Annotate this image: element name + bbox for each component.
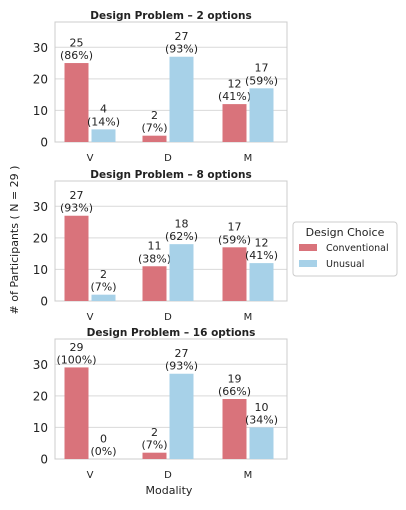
bar-data-label: 12 (41%) (245, 236, 278, 262)
y-tick-label: 10 (33, 421, 48, 435)
bar-data-label: 11 (38%) (138, 240, 171, 266)
legend-title: Design Choice (306, 226, 385, 239)
panel-title: Design Problem – 2 options (90, 10, 251, 22)
bar-data-label: 17 (59%) (218, 221, 251, 247)
y-tick-label: 10 (33, 263, 48, 277)
bar-conventional-m (222, 399, 247, 459)
bar-conventional-m (222, 104, 247, 142)
y-tick-label: 30 (33, 200, 48, 214)
bar-unusual-d (169, 56, 194, 142)
x-tick-label: D (164, 312, 172, 323)
panel-title: Design Problem – 16 options (87, 327, 256, 339)
bar-unusual-m (249, 88, 274, 142)
x-tick-label: V (87, 153, 94, 164)
x-tick-label: D (164, 153, 172, 164)
y-tick-label: 20 (33, 231, 48, 245)
bar-data-label: 4 (14%) (87, 103, 120, 129)
y-tick-label: 30 (33, 358, 48, 372)
x-tick-label: D (164, 470, 172, 481)
y-tick-label: 20 (33, 72, 48, 86)
y-tick-label: 0 (40, 453, 48, 467)
bar-data-label: 18 (62%) (165, 218, 198, 244)
bar-data-label: 25 (86%) (60, 36, 93, 62)
bar-unusual-m (249, 427, 274, 459)
y-tick-label: 30 (33, 41, 48, 55)
bar-data-label: 2 (7%) (141, 426, 167, 452)
bar-conventional-v (64, 215, 89, 301)
bar-unusual-m (249, 263, 274, 301)
bar-data-label: 2 (7%) (141, 109, 167, 135)
x-axis-label: Modality (146, 484, 193, 497)
legend-swatch-unusual (299, 260, 317, 267)
bar-unusual-d (169, 244, 194, 301)
bar-data-label: 27 (93%) (60, 189, 93, 215)
bar-conventional-m (222, 247, 247, 301)
bar-conventional-d (142, 135, 167, 142)
bar-data-label: 0 (0%) (90, 432, 116, 458)
legend-swatch-conventional (299, 244, 317, 251)
x-tick-label: M (244, 470, 253, 481)
x-tick-label: M (244, 153, 253, 164)
bar-conventional-v (64, 367, 89, 459)
legend-label-unusual: Unusual (326, 259, 364, 270)
bar-data-label: 27 (93%) (165, 30, 198, 56)
bar-data-label: 10 (34%) (245, 401, 278, 427)
bar-unusual-v (91, 294, 116, 301)
bar-conventional-d (142, 452, 167, 459)
y-axis-label: # of Participants ( N = 29 ) (8, 166, 21, 315)
legend-label-conventional: Conventional (326, 243, 389, 254)
bar-data-label: 2 (7%) (90, 268, 116, 294)
bar-data-label: 12 (41%) (218, 77, 251, 103)
y-tick-label: 20 (33, 389, 48, 403)
bar-conventional-v (64, 63, 89, 143)
x-tick-label: V (87, 312, 94, 323)
bar-data-label: 29 (100%) (56, 341, 96, 367)
y-tick-label: 0 (40, 295, 48, 309)
bar-data-label: 19 (66%) (218, 372, 251, 398)
bar-data-label: 17 (59%) (245, 62, 278, 88)
bar-unusual-d (169, 373, 194, 459)
legend-box (292, 221, 398, 277)
y-tick-label: 10 (33, 104, 48, 118)
x-tick-label: V (87, 470, 94, 481)
bar-data-label: 27 (93%) (165, 347, 198, 373)
x-tick-label: M (244, 312, 253, 323)
y-tick-label: 0 (40, 136, 48, 150)
bar-unusual-v (91, 129, 116, 142)
panel-title: Design Problem – 8 options (90, 169, 251, 181)
bar-conventional-d (142, 266, 167, 301)
